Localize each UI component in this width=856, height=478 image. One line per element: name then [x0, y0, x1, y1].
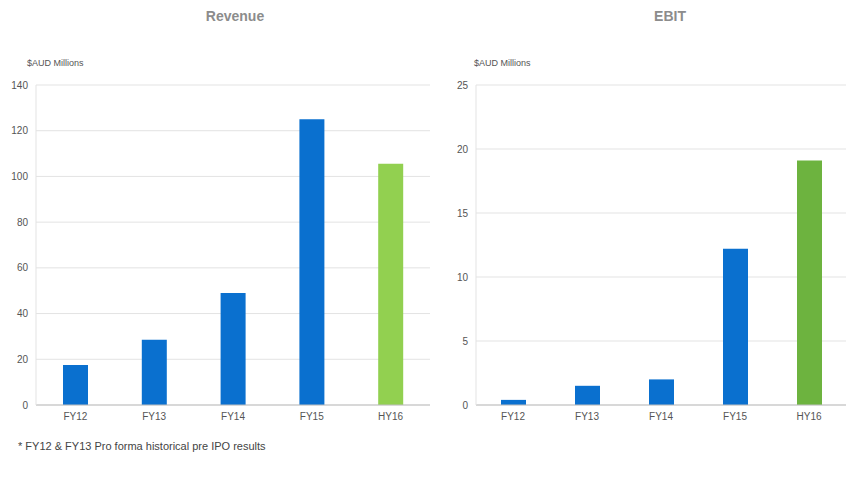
html-text:Revenue: Revenue: [205, 8, 265, 24]
svg-text:25: 25: [457, 80, 469, 91]
svg-text:FY15: FY15: [723, 411, 747, 422]
svg-text:FY14: FY14: [649, 411, 673, 422]
svg-text:FY13: FY13: [142, 411, 166, 422]
svg-text:FY15: FY15: [300, 411, 324, 422]
html-text:$AUD Millions: $AUD Millions: [27, 58, 84, 68]
svg-text:10: 10: [457, 272, 469, 283]
svg-text:FY13: FY13: [575, 411, 599, 422]
svg-text:60: 60: [17, 262, 29, 273]
svg-text:FY12: FY12: [501, 411, 525, 422]
svg-text:80: 80: [17, 217, 29, 228]
svg-text:140: 140: [11, 80, 28, 91]
svg-text:0: 0: [462, 400, 468, 411]
html-text:EBIT: EBIT: [654, 8, 686, 24]
svg-text:120: 120: [11, 125, 28, 136]
svg-text:100: 100: [11, 171, 28, 182]
svg-text:15: 15: [457, 208, 469, 219]
svg-text:40: 40: [17, 308, 29, 319]
svg-text:HY16: HY16: [378, 411, 403, 422]
html-text:$AUD Millions: $AUD Millions: [474, 58, 531, 68]
svg-text:FY14: FY14: [221, 411, 245, 422]
svg-text:20: 20: [17, 354, 29, 365]
svg-text:FY12: FY12: [63, 411, 87, 422]
svg-text:20: 20: [457, 144, 469, 155]
html-text:* FY12 & FY13 Pro forma histor: * FY12 & FY13 Pro forma historical pre I…: [18, 440, 266, 452]
svg-text:5: 5: [462, 336, 468, 347]
svg-text:HY16: HY16: [796, 411, 821, 422]
svg-text:0: 0: [22, 400, 28, 411]
